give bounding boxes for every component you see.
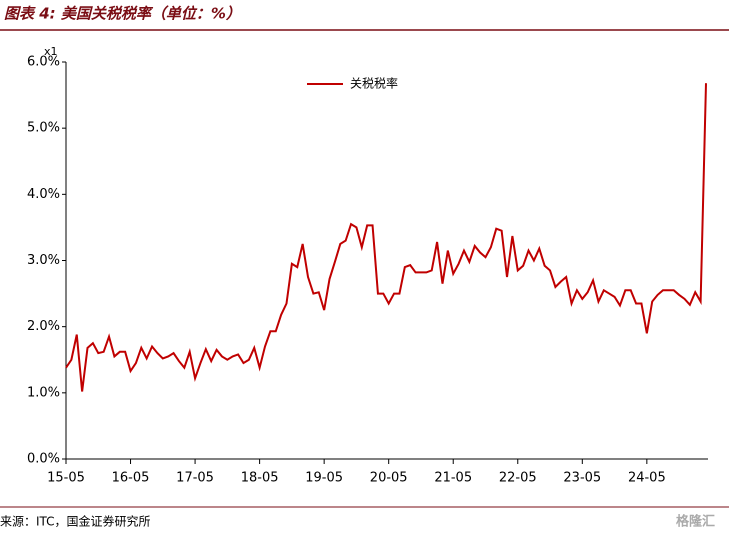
- x-tick-label: 15-05: [47, 471, 85, 486]
- x-tick-label: 19-05: [305, 471, 343, 486]
- y-tick-label: 5.0%: [27, 121, 60, 136]
- x-tick-label: 20-05: [370, 471, 408, 486]
- x-tick-label: 22-05: [499, 471, 537, 486]
- legend-label: 关税税率: [350, 76, 398, 91]
- x-tick-label: 21-05: [434, 471, 472, 486]
- x-tick-label: 24-05: [628, 471, 666, 486]
- chart-title: 图表 4: 美国关税税率（单位：%）: [4, 5, 241, 23]
- y-tick-label: 0.0%: [27, 452, 60, 467]
- data-line: [65, 83, 707, 392]
- x-tick-label: 18-05: [241, 471, 279, 486]
- source: 来源：ITC，国金证券研究所: [0, 514, 151, 529]
- y-tick-label: 1.0%: [27, 385, 60, 400]
- y-tick-label: 4.0%: [27, 187, 60, 202]
- x-tick-label: 17-05: [176, 471, 214, 486]
- x-tick-label: 23-05: [563, 471, 601, 486]
- y-tick-label: 6.0%: [27, 55, 60, 70]
- watermark: 格隆汇: [676, 514, 715, 530]
- x-tick-label: 16-05: [112, 471, 150, 486]
- axis-multiplier: x1: [44, 45, 58, 58]
- y-tick-label: 2.0%: [27, 319, 60, 334]
- y-tick-label: 3.0%: [27, 253, 60, 268]
